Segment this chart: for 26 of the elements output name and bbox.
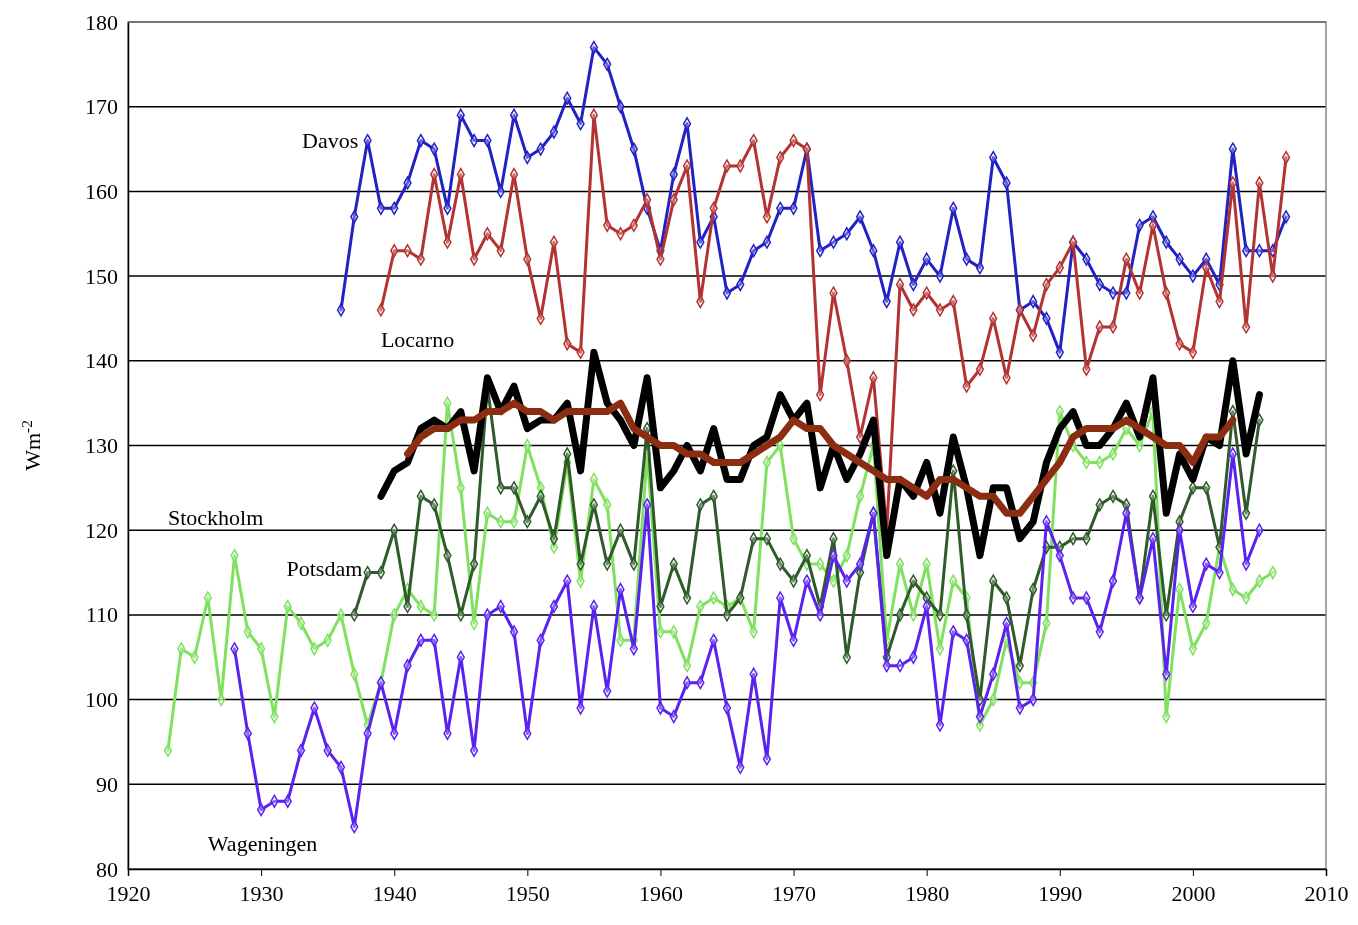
x-tick-label: 1990 <box>1038 881 1083 906</box>
x-tick-label: 1970 <box>772 881 817 906</box>
x-tick-label: 1980 <box>905 881 950 906</box>
x-tick-label: 1940 <box>372 881 417 906</box>
y-tick-label: 100 <box>85 687 118 713</box>
x-tick-label: 1930 <box>239 881 284 906</box>
y-tick-label: 130 <box>85 433 118 459</box>
y-tick-label: 150 <box>85 263 118 289</box>
series-label: Wageningen <box>207 831 318 857</box>
x-tick-label: 2000 <box>1171 881 1216 906</box>
y-tick-label: 140 <box>85 348 118 374</box>
x-tick-label: 2010 <box>1304 881 1349 906</box>
y-tick-label: 120 <box>85 517 118 543</box>
x-tick-label: 1920 <box>106 881 151 906</box>
series-label: Locarno <box>380 327 455 353</box>
y-tick-label: 170 <box>85 94 118 120</box>
y-tick-label: 90 <box>96 771 118 797</box>
y-tick-label: 160 <box>85 178 118 204</box>
x-tick-label: 1950 <box>505 881 550 906</box>
y-tick-label: 80 <box>96 856 118 882</box>
series-label: Davos <box>302 128 359 154</box>
series-label: Potsdam <box>286 556 363 582</box>
y-tick-label: 110 <box>85 602 118 628</box>
series-label: Stockholm <box>167 505 264 531</box>
x-tick-label: 1960 <box>638 881 683 906</box>
y-tick-label: 180 <box>85 9 118 35</box>
